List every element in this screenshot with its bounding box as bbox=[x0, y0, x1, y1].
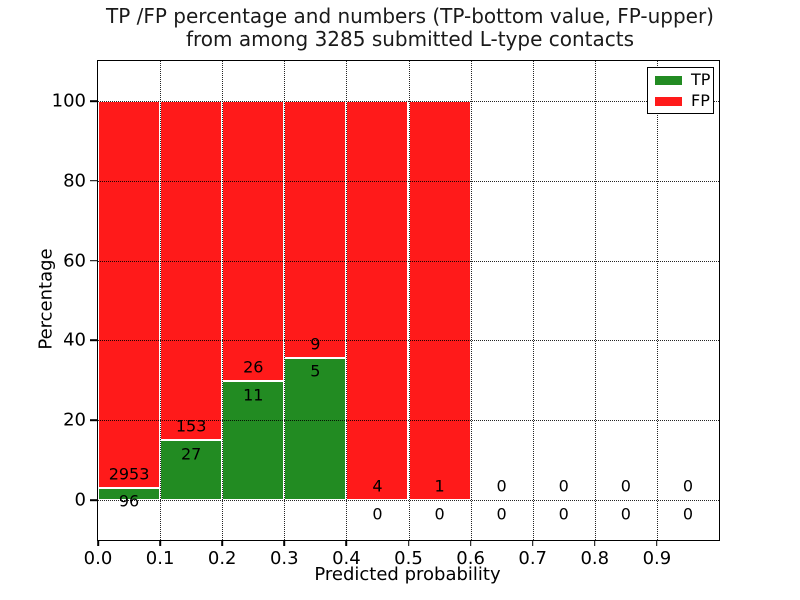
x-tick-label: 0.4 bbox=[332, 548, 361, 569]
x-tick bbox=[221, 540, 223, 546]
x-tick-label: 0.2 bbox=[207, 548, 237, 569]
y-tick-label: 100 bbox=[51, 90, 86, 112]
fp-count-label: 4 bbox=[372, 476, 383, 496]
x-tick-label: 0.1 bbox=[145, 548, 175, 569]
legend-row-fp: FP bbox=[655, 93, 713, 109]
x-tick bbox=[159, 540, 161, 546]
tp-count-label: 0 bbox=[682, 504, 694, 524]
x-tick bbox=[469, 540, 472, 546]
chart-title-line2: from among 3285 submitted L-type contact… bbox=[185, 27, 635, 51]
x-tick-label: 0.0 bbox=[83, 548, 113, 569]
tp-count-label: 0 bbox=[372, 504, 383, 524]
x-tick bbox=[531, 540, 534, 546]
x-tick bbox=[594, 540, 596, 546]
x-tick bbox=[97, 540, 99, 546]
y-tick bbox=[90, 339, 97, 342]
fp-bar-segment bbox=[284, 100, 347, 358]
x-tick bbox=[283, 540, 286, 546]
x-tick bbox=[656, 540, 658, 546]
tp-legend-label: TP bbox=[691, 70, 711, 89]
fp-bar-segment bbox=[408, 100, 471, 501]
legend-row-tp: TP bbox=[655, 72, 713, 88]
fp-bar-segment bbox=[160, 100, 223, 441]
x-tick-label: 0.7 bbox=[518, 548, 548, 569]
y-tick bbox=[90, 419, 97, 422]
tp-count-label: 0 bbox=[434, 504, 445, 524]
y-tick bbox=[90, 259, 97, 262]
y-tick-label: 60 bbox=[63, 250, 86, 272]
y-tick-label: 0 bbox=[74, 489, 86, 511]
y-tick-label: 40 bbox=[63, 329, 86, 351]
chart-title: TP /FP percentage and numbers (TP-bottom… bbox=[60, 5, 760, 51]
tp-count-label: 11 bbox=[243, 385, 264, 405]
x-tick-label: 0.5 bbox=[394, 548, 423, 569]
tp-bar-segment bbox=[98, 487, 161, 501]
y-tick bbox=[90, 100, 97, 102]
fp-count-label: 0 bbox=[682, 476, 694, 496]
x-tick-label: 0.8 bbox=[580, 548, 610, 569]
fp-count-label: 2953 bbox=[108, 464, 150, 484]
tp-count-label: 0 bbox=[620, 504, 631, 524]
tp-bar-segment bbox=[160, 440, 223, 501]
tp-count-label: 96 bbox=[118, 491, 140, 511]
fp-count-label: 26 bbox=[243, 357, 264, 377]
y-tick-label: 80 bbox=[63, 170, 86, 192]
fp-count-label: 1 bbox=[434, 476, 445, 496]
bars-layer bbox=[98, 61, 719, 540]
x-tick bbox=[407, 540, 410, 546]
tp-count-label: 0 bbox=[558, 504, 569, 524]
fp-legend-swatch bbox=[655, 96, 682, 106]
tp-legend-swatch bbox=[655, 75, 682, 85]
x-tick-label: 0.9 bbox=[642, 548, 672, 569]
fp-count-label: 9 bbox=[310, 334, 321, 354]
fp-legend-label: FP bbox=[691, 91, 710, 110]
legend: TP FP bbox=[647, 67, 714, 114]
tp-count-label: 0 bbox=[496, 504, 507, 524]
chart-title-line1: TP /FP percentage and numbers (TP-bottom… bbox=[106, 4, 714, 28]
labels-layer: 2953 96 153 27 26 11 9 5 4 0 1 0 0 0 0 0 0 0 0 0 bbox=[98, 61, 719, 540]
x-axis-label: Predicted probability bbox=[314, 564, 501, 585]
fp-bar-segment bbox=[98, 100, 161, 488]
x-tick-label: 0.3 bbox=[269, 548, 299, 569]
fp-count-label: 153 bbox=[175, 416, 207, 436]
tp-count-label: 27 bbox=[180, 444, 202, 464]
y-tick bbox=[90, 499, 97, 501]
x-tick-label: 0.6 bbox=[456, 548, 485, 569]
plot-area: 2953 96 153 27 26 11 9 5 4 0 1 0 0 0 0 0 0 0 0 0 0 20 40 60 80 1… bbox=[52, 60, 720, 569]
tp-count-label: 5 bbox=[310, 361, 321, 381]
y-tick bbox=[90, 179, 97, 182]
y-tick-label: 20 bbox=[63, 409, 86, 431]
fp-count-label: 0 bbox=[558, 476, 569, 496]
fp-count-label: 0 bbox=[496, 476, 507, 496]
x-tick bbox=[345, 540, 348, 546]
fp-count-label: 0 bbox=[620, 476, 631, 496]
